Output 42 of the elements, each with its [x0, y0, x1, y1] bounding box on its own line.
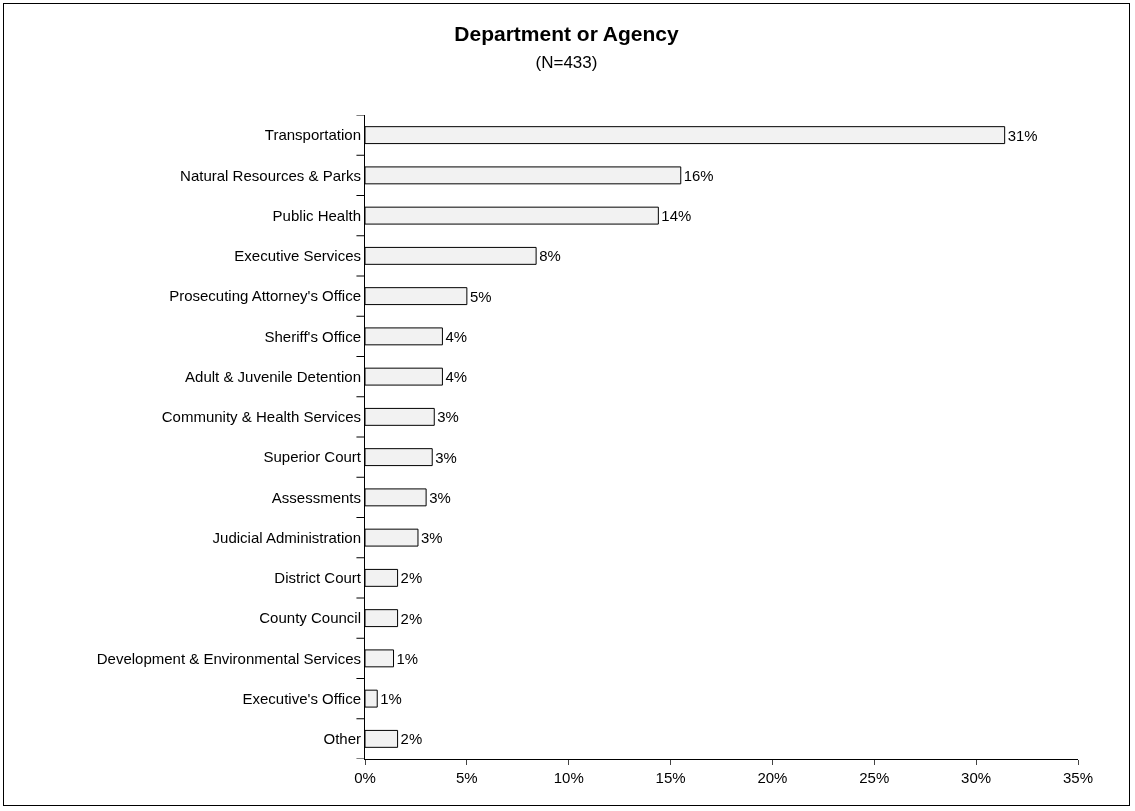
data-label: 1%: [380, 690, 402, 708]
y-tick-label: Judicial Administration: [212, 528, 361, 546]
y-tick-label: Superior Court: [263, 448, 362, 466]
y-tick-label: Executive Services: [234, 247, 361, 265]
data-label: 3%: [437, 408, 459, 426]
data-label: 5%: [469, 287, 492, 305]
y-tick-label: Adult & Juvenile Detention: [185, 367, 361, 385]
x-tick-label: 20%: [757, 769, 788, 786]
data-label: 16%: [683, 166, 714, 184]
y-tick-label: Community & Health Services: [161, 408, 361, 426]
y-tick-label: County Council: [259, 609, 361, 627]
y-tick-label: Transportation: [264, 126, 361, 144]
y-tick-label: Other: [323, 730, 361, 748]
x-tick-label: 0%: [354, 769, 376, 786]
y-tick-label: District Court: [274, 569, 362, 587]
y-tick-label: Natural Resources & Parks: [180, 166, 361, 184]
y-tick-label: Public Health: [272, 206, 361, 224]
data-label: 2%: [400, 609, 423, 627]
data-label: 3%: [420, 529, 443, 547]
y-tick-label: Executive's Office: [242, 689, 361, 707]
y-tick-label: Prosecuting Attorney's Office: [169, 287, 361, 305]
y-tick-label: Assessments: [271, 488, 361, 506]
x-tick-label: 10%: [553, 769, 584, 786]
x-tick-label: 30%: [961, 769, 992, 786]
chart-title: Department or Agency: [454, 21, 680, 45]
y-tick-label: Sheriff's Office: [264, 327, 361, 345]
data-label: 4%: [445, 368, 467, 386]
data-label: 3%: [429, 488, 451, 506]
x-tick-label: 35%: [1062, 769, 1094, 786]
data-label: 3%: [435, 448, 457, 466]
data-label: 14%: [661, 207, 692, 225]
x-tick-label: 25%: [859, 769, 890, 786]
data-label: 2%: [400, 569, 423, 587]
chart-subtitle: (N=433): [535, 53, 598, 73]
data-label: 8%: [539, 247, 561, 265]
data-label: 2%: [400, 730, 423, 748]
data-label: 31%: [1007, 126, 1038, 144]
data-label: 4%: [445, 327, 467, 345]
y-tick-label: Development & Environmental Services: [96, 649, 361, 667]
data-label: 1%: [396, 649, 419, 667]
x-tick-label: 5%: [456, 769, 478, 786]
x-tick-label: 15%: [655, 769, 686, 786]
